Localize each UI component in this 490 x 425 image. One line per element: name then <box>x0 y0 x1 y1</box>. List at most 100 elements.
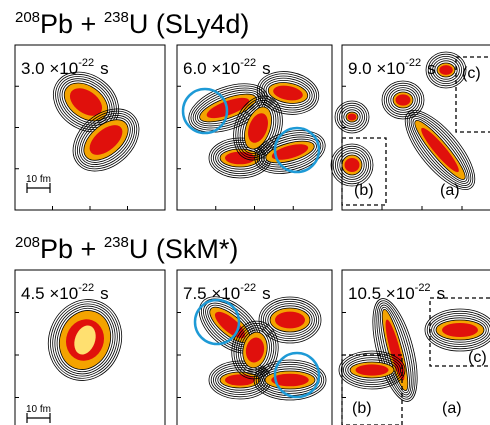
highlight-circle <box>273 351 321 399</box>
density-core <box>225 374 255 386</box>
contour <box>59 78 113 126</box>
contour <box>241 104 275 152</box>
contour <box>334 147 369 182</box>
contour <box>79 115 133 165</box>
density-center <box>74 325 96 355</box>
density-core <box>439 65 453 75</box>
contour <box>376 302 414 398</box>
contour <box>262 300 317 339</box>
region-label: (a) <box>442 400 462 417</box>
contour <box>347 359 397 381</box>
time-mantissa: 4.5 ×10 <box>21 284 78 303</box>
density-core <box>271 373 309 387</box>
mass-number: 238 <box>104 234 129 251</box>
panel <box>176 269 333 425</box>
density-core <box>245 337 265 363</box>
region-label: (b) <box>354 182 374 199</box>
contour <box>215 144 265 172</box>
contour <box>427 53 465 87</box>
contour <box>265 303 315 337</box>
element: U (SLy4d) <box>129 9 250 39</box>
contour <box>81 117 131 163</box>
contour <box>259 73 317 113</box>
contour <box>261 75 315 111</box>
contour <box>432 58 460 82</box>
contour <box>56 307 114 373</box>
time-mantissa: 10.5 ×10 <box>348 284 415 303</box>
density-core <box>69 88 103 116</box>
contour <box>406 112 474 188</box>
density-core <box>442 323 478 337</box>
contour <box>235 325 275 375</box>
contour <box>410 116 470 184</box>
contour <box>340 352 404 388</box>
contour <box>385 85 420 116</box>
time-unit: s <box>262 284 271 303</box>
contour <box>383 82 423 118</box>
contour <box>235 97 281 159</box>
contour <box>426 310 490 350</box>
time-mantissa: 6.0 ×10 <box>183 59 240 78</box>
mass-number: 208 <box>15 234 40 251</box>
density-core <box>347 113 357 121</box>
time-exponent: -22 <box>405 57 421 69</box>
contour <box>237 99 279 157</box>
highlight-circle <box>273 126 321 174</box>
time-mantissa: 9.0 ×10 <box>348 59 405 78</box>
contour <box>256 132 324 172</box>
contour <box>57 76 115 128</box>
contour <box>253 359 327 401</box>
density-core <box>271 144 309 160</box>
contour <box>345 357 399 383</box>
contour <box>390 89 416 111</box>
contour <box>258 134 322 170</box>
time-unit: s <box>100 284 109 303</box>
contour <box>337 150 367 180</box>
contour <box>334 100 370 134</box>
dashed-box <box>429 297 490 367</box>
highlight-circle <box>181 87 229 135</box>
contour <box>404 110 476 190</box>
contour <box>256 71 320 115</box>
contour <box>343 109 361 125</box>
region-label: (c) <box>462 65 481 82</box>
time-label: 3.0 ×10-22 s <box>21 57 109 78</box>
density-core <box>275 311 305 329</box>
contour <box>381 80 425 120</box>
contour <box>338 105 365 130</box>
contour <box>412 118 468 182</box>
time-label: 7.5 ×10-22 s <box>183 282 271 303</box>
mass-number: 238 <box>104 9 129 26</box>
contour <box>233 322 277 378</box>
time-label: 6.0 ×10-22 s <box>183 57 271 78</box>
time-unit: s <box>262 59 271 78</box>
region-label: (a) <box>440 182 460 199</box>
time-unit: s <box>427 59 436 78</box>
contour <box>425 51 467 89</box>
contour <box>338 350 406 390</box>
region-label: (c) <box>468 349 487 366</box>
time-exponent: -22 <box>240 57 256 69</box>
time-exponent: -22 <box>78 57 94 69</box>
contour <box>239 102 277 154</box>
contour <box>336 102 368 132</box>
contour <box>237 327 273 373</box>
time-exponent: -22 <box>415 282 431 294</box>
contour <box>231 320 279 380</box>
mass-number: 208 <box>15 9 40 26</box>
contour <box>258 296 322 344</box>
scale-label: 10 fm <box>26 174 51 185</box>
density-core <box>273 85 303 101</box>
panel <box>14 269 166 425</box>
row-title: 208Pb + 238U (SLy4d) <box>15 9 249 39</box>
contour <box>215 367 265 393</box>
density-core <box>89 125 123 155</box>
contour <box>332 145 372 185</box>
contour <box>72 108 140 172</box>
contour <box>433 317 487 343</box>
contour <box>240 329 270 371</box>
contour <box>74 110 138 170</box>
element: Pb + <box>40 9 104 39</box>
contour <box>263 77 313 109</box>
time-mantissa: 3.0 ×10 <box>21 59 78 78</box>
